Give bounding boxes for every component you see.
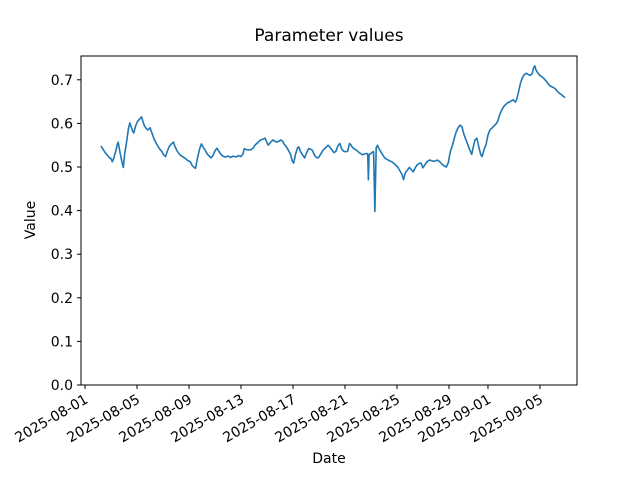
y-tick-label: 0.0 <box>51 378 73 394</box>
y-tick-label: 0.2 <box>51 291 73 307</box>
y-tick-label: 0.4 <box>51 204 73 220</box>
y-tick-label: 0.5 <box>51 160 73 176</box>
y-tick-label: 0.7 <box>51 73 73 89</box>
y-tick-label: 0.1 <box>51 334 73 350</box>
y-tick-label: 0.3 <box>51 247 73 263</box>
series-line <box>100 65 566 213</box>
y-tick-label: 0.6 <box>51 116 73 132</box>
chart-title: Parameter values <box>254 26 404 46</box>
plot-frame <box>80 55 578 386</box>
x-axis-label: Date <box>312 451 346 467</box>
